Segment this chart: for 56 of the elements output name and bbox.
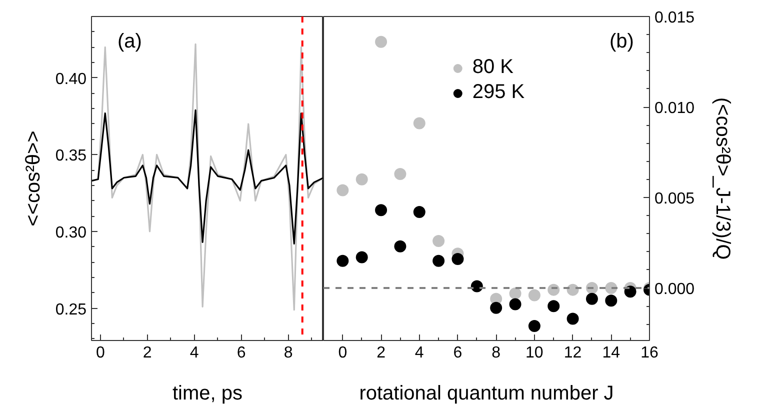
y-tick-label: 0.30 <box>55 224 87 242</box>
point <box>548 300 560 312</box>
x-axis-title: rotational quantum number J <box>359 382 614 404</box>
point <box>413 117 426 130</box>
x-tick-label: 12 <box>564 344 582 362</box>
x-tick-label: 8 <box>284 344 293 362</box>
legend-label: 295 K <box>472 81 525 104</box>
point <box>509 298 522 310</box>
y2-tick-label: 0.005 <box>654 190 695 208</box>
point <box>336 184 349 196</box>
point <box>586 292 598 305</box>
point <box>528 289 540 302</box>
y-tick-label: 0.40 <box>55 70 87 88</box>
y2-tick-label: 0.015 <box>654 10 695 26</box>
x-tick-label: 10 <box>526 344 544 362</box>
point <box>394 240 406 252</box>
y2-tick-label: 0.010 <box>654 100 695 118</box>
point <box>509 287 522 300</box>
x-tick-label: 16 <box>640 344 658 362</box>
y2-tick-label: 0.000 <box>654 281 695 298</box>
y2-axis-title: (<cos²θ>_J-1/3)/Q <box>712 97 734 260</box>
y-axis-title: <<cos²θ>> <box>22 130 44 226</box>
y-tick-label: 0.35 <box>55 148 87 165</box>
x-tick-label: 2 <box>142 344 152 362</box>
point <box>375 36 388 48</box>
point <box>624 286 636 298</box>
point <box>470 280 483 292</box>
point <box>566 312 579 325</box>
point <box>605 294 618 307</box>
annotation: (b) <box>610 30 634 52</box>
point <box>528 320 540 332</box>
point <box>375 204 388 216</box>
x-tick-label: 4 <box>190 344 199 362</box>
x-tick-label: 14 <box>602 344 620 362</box>
point <box>356 173 368 186</box>
y-tick-label: 0.25 <box>55 301 87 318</box>
x-tick-label: 6 <box>453 344 462 362</box>
x-axis-title: time, ps <box>172 382 243 404</box>
annotation: (a) <box>118 30 142 52</box>
point <box>452 253 464 266</box>
point <box>566 284 579 296</box>
x-tick-label: 8 <box>492 344 501 362</box>
point <box>336 254 349 267</box>
point <box>432 254 445 267</box>
point <box>490 302 502 314</box>
line-series <box>92 109 323 245</box>
point <box>394 168 406 180</box>
x-tick-label: 6 <box>236 344 246 362</box>
legend-label: 80 K <box>472 56 514 79</box>
x-tick-label: 4 <box>414 344 424 362</box>
x-tick-label: 0 <box>96 344 105 362</box>
x-tick-label: 0 <box>338 344 348 362</box>
point <box>432 234 445 247</box>
point <box>413 206 426 218</box>
x-tick-label: 2 <box>376 344 386 362</box>
point <box>356 251 368 264</box>
